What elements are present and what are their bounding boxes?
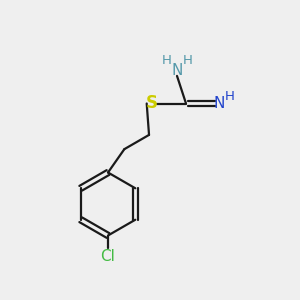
Text: H: H [162, 54, 171, 68]
Text: N: N [171, 63, 183, 78]
Text: N: N [213, 96, 225, 111]
Text: H: H [183, 54, 192, 68]
Text: Cl: Cl [100, 249, 116, 264]
Text: S: S [146, 94, 158, 112]
Text: H: H [225, 90, 234, 104]
